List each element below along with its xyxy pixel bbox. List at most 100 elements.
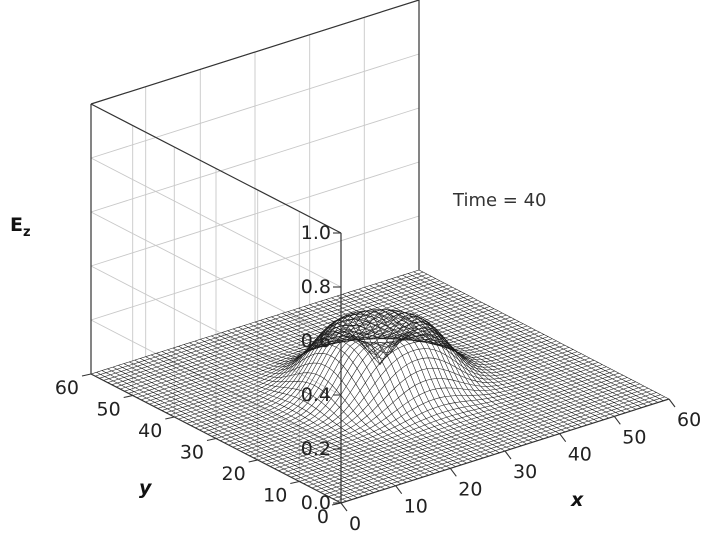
y-tick-mark [206,437,217,442]
y-tick-mark [81,373,92,377]
mesh-line-y [396,276,648,407]
x-tick-label: 20 [458,478,482,500]
z-tick-label: 0.6 [301,330,331,352]
mesh-line-y [161,351,413,481]
top-left-edge [90,103,342,234]
x-tick-mark [668,398,676,408]
surface-mesh [90,269,670,504]
mesh-line-y [183,344,435,474]
mesh-line-y [216,333,467,464]
mesh-line-y [342,294,593,424]
grid-lines [90,0,420,482]
mesh-line-y [156,352,407,483]
mesh-line-y [123,363,374,493]
mesh-line-y [276,309,528,445]
y-tick-mark [331,502,342,506]
mesh-line-y [347,292,599,422]
mesh-line-y [227,326,478,460]
top-right-edge [90,0,420,105]
mesh-line-y [407,273,659,403]
mesh-line-y [178,346,429,476]
y-tick-label: 60 [55,377,79,399]
mesh-line-y [101,370,353,500]
mesh-line-y [418,269,670,400]
z-tick-label: 0.4 [301,384,331,406]
mesh-line-y [167,349,418,479]
x-axis-label: x [570,489,584,511]
x-tick-label: 40 [568,444,592,466]
mesh-line-y [194,340,446,471]
x-tick-mark [395,485,403,495]
mesh-line-y [304,306,555,436]
mesh-line-y [172,347,424,478]
x-tick-label: 60 [677,409,701,431]
mesh-line-y [314,302,566,433]
y-tick-mark [290,480,300,485]
mesh-line-y [205,337,456,467]
z-axis-label: Ez [10,214,31,240]
mesh-line-y [243,317,495,455]
z-tick-label: 1.0 [301,222,331,244]
mesh-line-y [222,331,473,462]
mesh-line-y [375,283,626,414]
mesh-line-y [293,309,544,440]
mesh-line-y [369,285,620,415]
x-tick-mark [559,433,567,443]
mesh-line-y [96,372,347,502]
mesh-line-y [200,339,451,469]
mesh-line-y [353,290,604,421]
x-tick-mark [340,502,348,512]
mesh-line-y [265,310,517,448]
y-tick-label: 50 [97,399,121,421]
y-tick-label: 30 [180,442,204,464]
z-tick-label: 0.2 [301,438,331,460]
time-annotation: Time = 40 [452,190,546,211]
x-tick-label: 50 [622,426,646,448]
x-tick-label: 30 [513,461,537,483]
axes-box [90,0,670,504]
axis-ticks: 0.0 0.2 0.4 0.6 0.8 1.0 0 10 20 30 40 50 60 0 10 20 30 40… [55,222,701,533]
mesh-line-y [260,311,511,450]
mesh-line-y [331,297,582,427]
mesh-line-y [413,271,664,401]
mesh-line-y [320,300,571,431]
mesh-line-y [129,361,380,492]
y-tick-label: 10 [263,485,287,507]
y-tick-mark [248,459,258,463]
mesh-line-x [203,310,532,433]
mesh-line-y [118,365,369,495]
mesh-line-y [336,295,588,426]
y-tick-label: 0 [317,506,329,528]
mesh-line-x [215,316,545,439]
mesh-line-y [107,368,358,499]
x-tick-mark [449,467,457,477]
mesh-line-y [364,287,615,417]
mesh-line-y [402,274,653,405]
y-tick-label: 40 [138,420,162,442]
x-tick-label: 0 [349,513,361,533]
mesh-line-y [386,280,637,410]
x-tick-mark [613,415,621,425]
y-tick-label: 20 [222,463,246,485]
z-tick-label: 0.8 [301,276,331,298]
mesh-line-y [309,304,560,434]
mesh-line-y [112,366,364,497]
mesh-line-x [224,320,553,444]
mesh-line-y [249,315,500,453]
mesh-line-y [140,358,391,488]
mesh-line-y [150,354,402,485]
y-tick-mark [123,394,133,399]
mesh-line-y [391,278,642,408]
mesh-line-y [189,342,440,473]
x-tick-mark [504,450,512,460]
z-tick-label: 0.0 [301,492,331,514]
mesh-line-y [358,288,610,419]
mesh-line-y [282,309,533,443]
x-tick-label: 10 [404,496,428,518]
mesh-line-y [380,281,631,412]
y-axis-label: y [139,477,153,499]
mesh-line-y [211,335,462,466]
y-tick-mark [165,416,175,420]
mesh-line-y [254,313,506,452]
